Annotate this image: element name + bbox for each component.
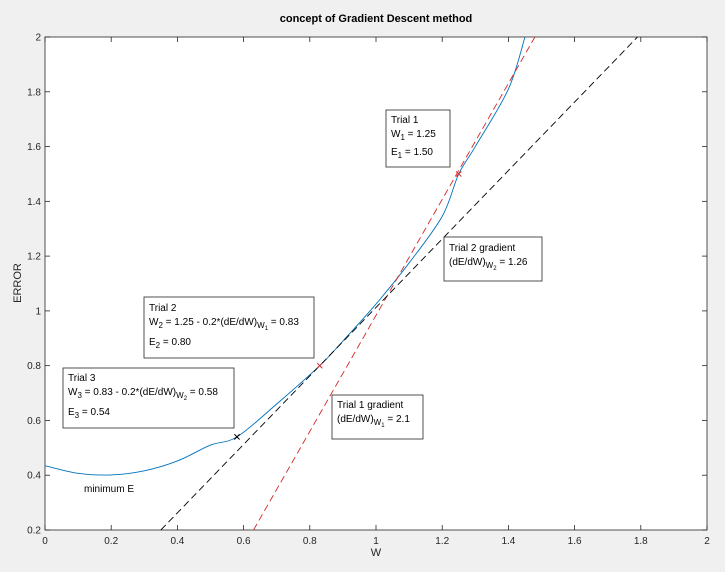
annotation-trial2-gradient-line-1: Trial 2 gradient (449, 243, 516, 254)
x-tick-label: 2 (704, 536, 710, 547)
annotation-trial3-box (62, 367, 235, 429)
annotation-trial3-line-2: W3 = 0.83 - 0.2*(dE/dW)W2 = 0.58 (68, 387, 218, 402)
chart-title: concept of Gradient Descent method (280, 13, 473, 25)
annotation-trial2-box (143, 296, 315, 359)
x-axis-ticks: 0 0.2 0.4 0.6 0.8 1 1.2 1.4 1.6 1.8 2 (42, 37, 710, 547)
y-tick-label: 1 (35, 306, 41, 317)
y-tick-label: 0.6 (27, 416, 41, 427)
x-tick-label: 0.8 (303, 536, 317, 547)
x-tick-label: 1.2 (435, 536, 449, 547)
y-tick-label: 1.4 (27, 197, 41, 208)
y-tick-label: 1.2 (27, 252, 41, 263)
y-axis-ticks: 0.2 0.4 0.6 0.8 1 1.2 1.4 1.6 1.8 2 (27, 33, 707, 537)
annotation-trial1-gradient-line-2: (dE/dW)W1 = 2.1 (337, 414, 410, 429)
annotation-trial2-line-2: W2 = 1.25 - 0.2*(dE/dW)W1 = 0.83 (149, 317, 299, 332)
y-tick-label: 0.2 (27, 526, 41, 537)
y-tick-label: 0.8 (27, 361, 41, 372)
y-tick-label: 1.6 (27, 142, 41, 153)
x-tick-label: 0.2 (104, 536, 118, 547)
annotation-trial2-gradient-box (443, 236, 543, 282)
x-tick-label: 1.8 (634, 536, 648, 547)
annotation-trial1-gradient: Trial 1 gradient (dE/dW)W1 = 2.1 (331, 394, 424, 440)
annotation-trial2-gradient-line-2: (dE/dW)W2 = 1.26 (449, 257, 528, 272)
plot-area (44, 36, 708, 531)
y-tick-label: 0.4 (27, 471, 41, 482)
annotation-trial1-box (385, 109, 451, 168)
y-axis-label: ERROR (12, 263, 24, 303)
y-tick-label: 2 (35, 33, 41, 44)
annotation-trial2-line-3: E2 = 0.80 (149, 337, 191, 350)
trial3-marker (234, 433, 240, 440)
x-tick-label: 0.6 (237, 536, 251, 547)
annotation-trial1-line-3: E1 = 1.50 (391, 147, 433, 160)
trial1-gradient-line (253, 37, 536, 530)
x-tick-label: 1 (373, 536, 379, 547)
trial1-marker (455, 170, 462, 177)
x-tick-label: 0 (42, 536, 48, 547)
annotation-trial3-line-1: Trial 3 (68, 373, 96, 384)
trial2-gradient-line (160, 37, 638, 530)
annotation-trial2-line-1: Trial 2 (149, 303, 177, 314)
trial2-marker (316, 362, 323, 369)
y-tick-label: 1.8 (27, 87, 41, 98)
annotation-trial1-line-2: W1 = 1.25 (391, 129, 436, 142)
x-tick-label: 0.4 (170, 536, 184, 547)
annotation-trial1: Trial 1 W1 = 1.25 E1 = 1.50 (385, 109, 451, 168)
x-tick-label: 1.6 (568, 536, 582, 547)
annotation-trial1-gradient-box (331, 394, 424, 440)
minimum-e-label: minimum E (84, 484, 134, 495)
annotation-trial1-line-1: Trial 1 (391, 115, 419, 126)
annotation-trial3-line-3: E3 = 0.54 (68, 407, 110, 420)
annotation-trial2: Trial 2 W2 = 1.25 - 0.2*(dE/dW)W1 = 0.83… (143, 296, 315, 359)
annotation-trial3: Trial 3 W3 = 0.83 - 0.2*(dE/dW)W2 = 0.58… (62, 367, 235, 429)
trial-markers (234, 170, 462, 440)
x-axis-label: W (371, 547, 382, 559)
annotation-trial2-gradient: Trial 2 gradient (dE/dW)W2 = 1.26 (443, 236, 543, 282)
annotation-trial1-gradient-line-1: Trial 1 gradient (337, 400, 404, 411)
x-tick-label: 1.4 (501, 536, 515, 547)
